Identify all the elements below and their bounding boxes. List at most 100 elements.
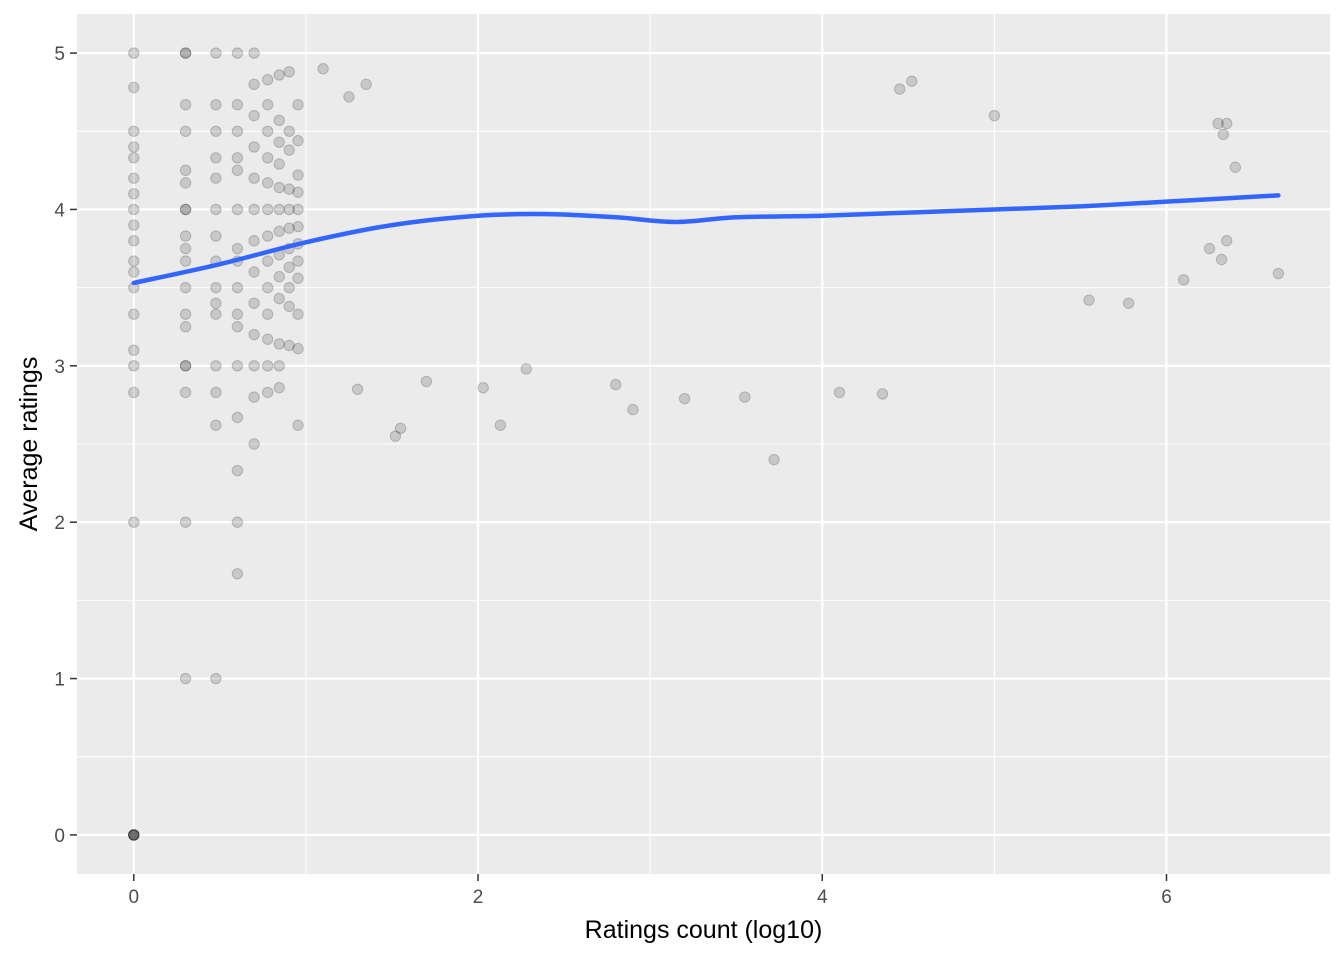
data-point	[248, 235, 260, 247]
data-point	[283, 339, 295, 352]
data-point	[833, 386, 846, 399]
data-point	[273, 69, 285, 81]
data-point	[262, 255, 274, 267]
data-point	[248, 266, 260, 278]
data-point	[1221, 235, 1233, 247]
data-point	[210, 98, 222, 111]
data-point	[906, 75, 918, 87]
data-point	[262, 73, 274, 86]
data-point	[128, 47, 140, 59]
data-point	[179, 125, 192, 137]
x-tick-label: 6	[1161, 887, 1172, 908]
data-point	[179, 321, 192, 333]
data-point	[210, 125, 222, 137]
data-point	[768, 453, 780, 466]
data-point	[210, 152, 222, 164]
data-point	[210, 672, 222, 685]
data-point	[128, 829, 140, 841]
data-point	[283, 222, 295, 234]
data-point	[988, 109, 1001, 122]
data-point	[262, 230, 274, 242]
data-point	[179, 360, 192, 372]
data-point	[128, 235, 140, 247]
data-point	[283, 261, 295, 274]
data-point	[210, 172, 222, 184]
data-point	[179, 255, 192, 267]
x-tick-label: 2	[473, 887, 484, 908]
data-point	[292, 169, 304, 181]
data-point	[179, 164, 192, 177]
data-point	[128, 203, 140, 216]
data-point	[128, 141, 140, 153]
data-point	[231, 516, 244, 528]
data-point	[351, 383, 364, 395]
data-point	[128, 344, 140, 356]
data-point	[248, 360, 260, 372]
data-point	[273, 136, 285, 148]
data-point	[292, 419, 304, 431]
data-point	[128, 152, 140, 164]
data-point	[179, 281, 192, 294]
data-point	[128, 188, 140, 200]
data-point	[292, 255, 304, 267]
data-point	[739, 391, 751, 403]
data-point	[262, 386, 274, 399]
data-point	[210, 419, 222, 431]
y-tick-label: 1	[54, 670, 65, 691]
data-point	[128, 266, 140, 278]
data-point	[394, 422, 407, 435]
data-point	[128, 125, 140, 137]
x-tick-label: 0	[129, 887, 140, 908]
data-point	[1122, 297, 1135, 309]
data-point	[179, 203, 192, 216]
data-point	[1203, 242, 1216, 255]
y-tick-label: 5	[54, 44, 65, 65]
data-point	[1212, 117, 1224, 130]
data-point	[210, 47, 222, 59]
data-point	[210, 308, 222, 320]
data-point	[210, 203, 222, 216]
data-point	[128, 308, 140, 320]
data-point	[678, 392, 691, 405]
data-point	[248, 78, 260, 91]
data-point	[179, 672, 192, 685]
data-point	[248, 297, 260, 309]
data-point	[210, 281, 222, 294]
data-point	[128, 219, 140, 231]
data-point	[273, 270, 285, 283]
data-point	[262, 125, 274, 137]
data-point	[273, 158, 285, 170]
data-point	[292, 134, 304, 147]
data-point	[273, 181, 285, 194]
data-point	[231, 411, 244, 424]
data-point	[283, 281, 295, 294]
data-point	[283, 66, 295, 78]
data-point	[231, 152, 244, 164]
data-point	[262, 98, 274, 111]
data-point	[1272, 267, 1285, 280]
data-point	[273, 292, 285, 305]
data-point	[876, 388, 889, 400]
data-point	[179, 360, 192, 372]
data-point	[231, 321, 244, 333]
data-point	[283, 183, 295, 195]
data-point	[292, 203, 304, 216]
data-point	[292, 308, 304, 320]
data-point	[273, 360, 285, 372]
data-point	[248, 438, 260, 450]
y-tick-label: 2	[54, 513, 65, 534]
data-point	[231, 360, 244, 372]
data-point	[179, 242, 192, 255]
data-point	[128, 386, 140, 399]
data-point	[262, 360, 274, 372]
data-point	[1215, 253, 1228, 266]
data-point	[262, 308, 274, 320]
data-point	[179, 47, 192, 59]
data-point	[343, 91, 355, 103]
data-point	[179, 230, 192, 242]
data-point	[248, 203, 260, 216]
data-point	[248, 141, 260, 153]
data-point	[317, 63, 329, 75]
data-point	[231, 203, 244, 216]
